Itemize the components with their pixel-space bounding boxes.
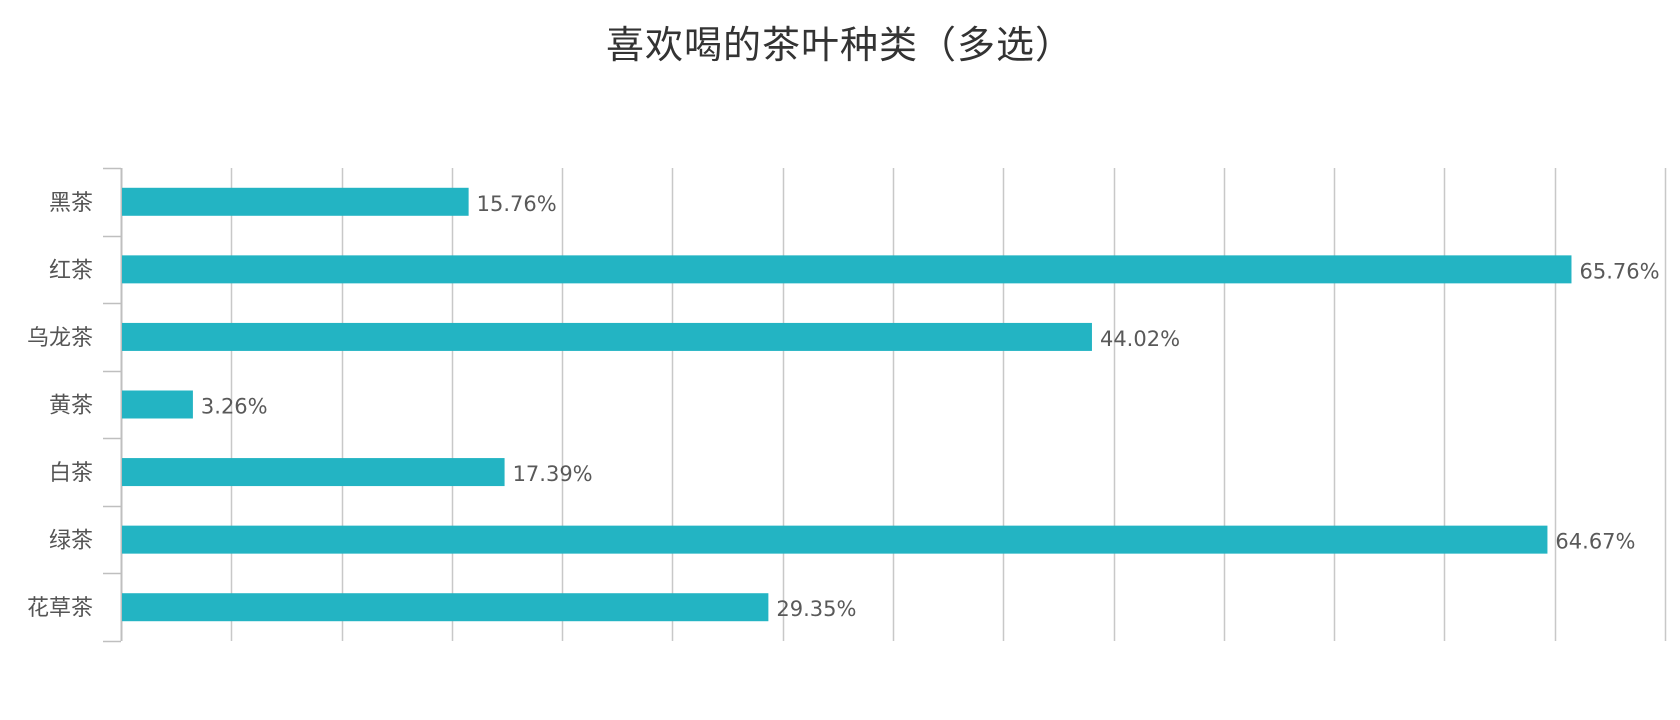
data-label: 15.76% [477,192,557,216]
category-label: 绿茶 [49,529,93,554]
data-label: 17.39% [513,462,593,486]
labels: 黑茶 15.76% 红茶 65.76% 乌龙茶 44.02% 黄茶 3.26% 白茶 17.39%… [27,191,1660,621]
data-label: 3.26% [201,395,268,419]
chart-title: 喜欢喝的茶叶种类（多选） [605,23,1074,67]
bar [122,390,193,419]
bars [122,187,1572,622]
bar [122,458,505,487]
data-label: 29.35% [776,597,856,621]
data-label: 44.02% [1100,327,1180,351]
bar [122,187,469,216]
data-label: 64.67% [1555,530,1635,554]
bar [122,593,769,622]
bar [122,525,1548,554]
category-label: 黑茶 [49,191,93,216]
data-label: 65.76% [1579,259,1659,283]
bar [122,322,1092,351]
category-label: 乌龙茶 [27,326,93,351]
category-label: 黄茶 [49,394,93,419]
category-label: 花草茶 [27,596,93,621]
gridlines [230,168,1667,641]
category-label: 红茶 [49,258,93,283]
category-axis [103,167,123,643]
category-label: 白茶 [49,461,93,486]
bar [122,255,1572,284]
